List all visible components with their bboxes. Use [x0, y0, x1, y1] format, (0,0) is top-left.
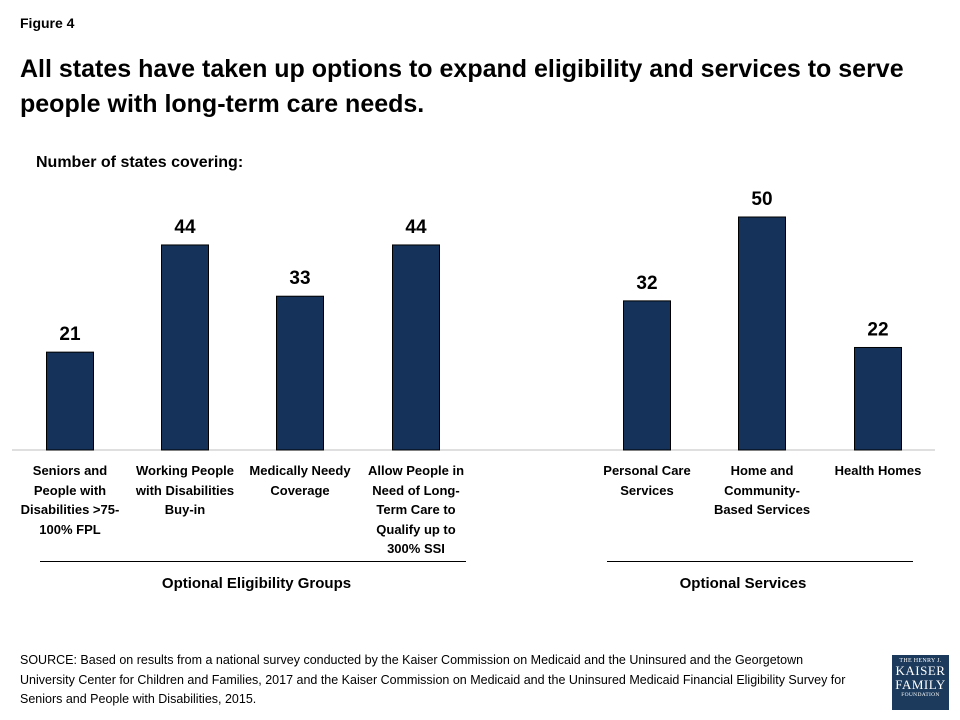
category-label: Home and Community-Based Services: [713, 463, 811, 517]
group-line-services: [607, 561, 913, 562]
data-label: 44: [174, 217, 196, 238]
bar: [46, 351, 94, 451]
category-label: Personal Care Services: [603, 463, 691, 498]
group-line-eligibility: [40, 561, 466, 562]
source-note: SOURCE: Based on results from a national…: [20, 653, 846, 706]
category-label: Working People with Disabilities Buy-in: [135, 463, 235, 517]
data-label: 44: [405, 217, 427, 238]
category-label: Medically Needy Coverage: [249, 463, 351, 498]
bar: [854, 346, 902, 451]
bar: [738, 216, 786, 451]
data-label: 21: [59, 324, 81, 345]
bar: [392, 244, 440, 451]
group-label-services: Optional Services: [679, 575, 807, 592]
category-label: Seniors and People with Disabilities >75…: [20, 463, 120, 537]
kff-logo: THE HENRY J. KAISER FAMILY FOUNDATION: [892, 655, 949, 710]
logo-line-1: THE HENRY J.: [899, 658, 942, 664]
chart-title: All states have taken up options to expa…: [20, 55, 904, 118]
bar: [276, 295, 324, 451]
chart-subtitle: Number of states covering:: [36, 154, 244, 171]
data-label: 22: [867, 319, 888, 340]
category-label: Allow People in Need of Long-Term Care t…: [367, 463, 465, 556]
figure-label: Figure 4: [20, 15, 75, 31]
data-label: 33: [289, 268, 310, 289]
bar: [623, 300, 671, 451]
logo-line-2: KAISER: [895, 663, 946, 678]
group-label-eligibility: Optional Eligibility Groups: [161, 575, 352, 592]
logo-line-4: FOUNDATION: [901, 692, 940, 698]
logo-line-3: FAMILY: [895, 677, 946, 692]
data-label: 32: [636, 273, 657, 294]
data-label: 50: [751, 189, 772, 210]
category-label: Health Homes: [834, 463, 922, 478]
bar: [161, 244, 209, 451]
